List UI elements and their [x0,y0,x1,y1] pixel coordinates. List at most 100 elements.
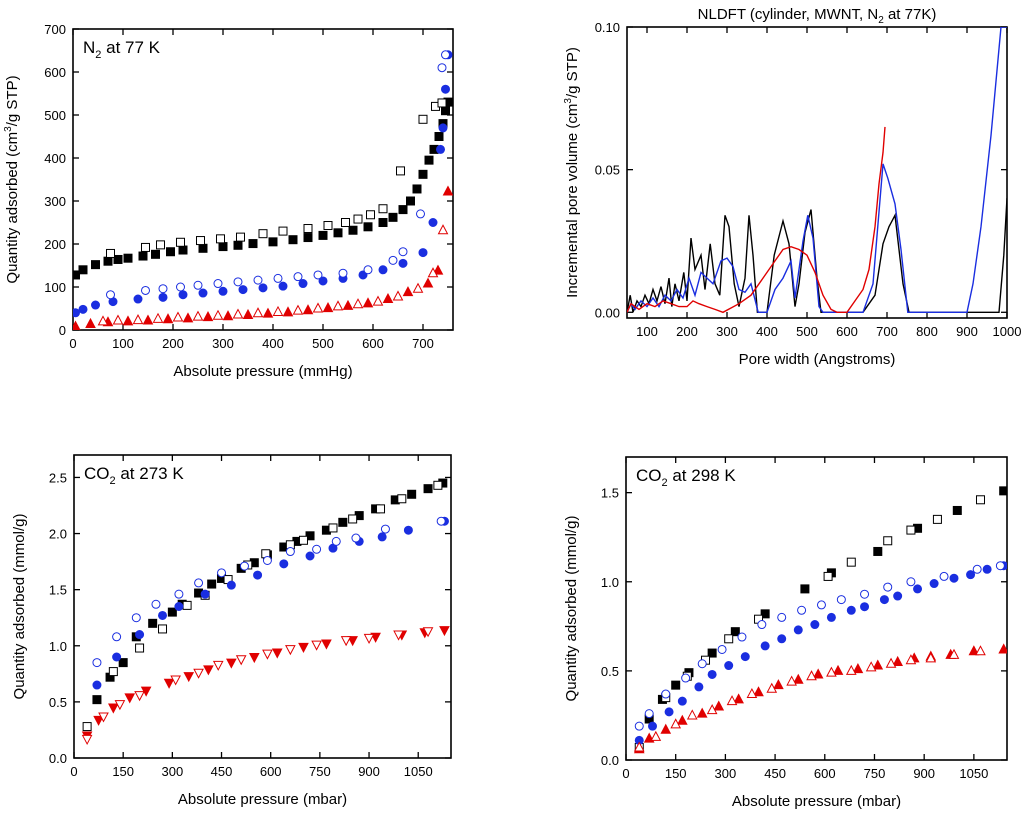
data-point-square [218,242,228,252]
series-5 [633,645,986,752]
data-point-triangle [122,315,134,326]
x-tick-label: 900 [913,766,935,781]
data-point-triangle [427,267,439,278]
data-point-triangle [832,664,844,675]
data-point-triangle [322,302,334,313]
y-tick-label: 0.5 [601,664,619,679]
data-point-circle [717,644,727,654]
data-point-square [846,557,856,567]
data-point-triangle [726,695,738,706]
data-point-circle [217,568,227,578]
plot-area [627,27,1007,314]
data-point-triangle [968,645,980,656]
data-point-triangle-down [93,715,104,726]
data-point-triangle [332,300,344,311]
data-point-circle [285,547,295,557]
data-point-triangle [142,314,154,325]
series-2 [634,561,1007,745]
data-point-square [148,618,158,628]
x-axis-label: Absolute pressure (mbar) [178,791,347,808]
data-point-circle [112,632,122,642]
data-point-triangle-down [422,627,434,638]
data-point-triangle [292,304,304,315]
data-point-circle [810,620,820,630]
data-point-circle [258,283,268,293]
data-point-circle [883,582,893,592]
data-point-triangle-down [298,642,309,653]
data-point-circle [253,570,263,580]
data-point-circle [193,280,203,290]
data-point-triangle [152,312,164,323]
data-point-circle [697,659,707,669]
data-point-triangle [402,286,414,297]
data-point-triangle [162,313,174,324]
x-tick-label: 400 [756,324,778,339]
data-point-triangle [766,682,778,693]
plot-frame [626,26,1008,319]
data-point-circle [939,571,949,581]
data-point-triangle [892,655,904,666]
data-point-triangle-down [124,693,136,704]
data-point-square [441,106,450,116]
data-point-triangle-down [193,668,204,679]
data-point-circle [777,612,787,622]
data-point-square [873,546,883,556]
data-point-circle [176,282,185,292]
chart-co2-298: 0 150 300 450 600 750 900 1050 0.0 0.5 1.0 1.5 Absol… [563,456,1008,810]
y-tick-label: 200 [44,237,66,252]
y-tick-label: 500 [44,108,66,123]
data-point-square [103,256,113,266]
data-point-circle [278,281,288,291]
data-point-circle [388,255,398,265]
data-point-triangle [97,315,109,326]
y-tick-label: 300 [44,194,66,209]
data-point-square [730,627,740,637]
data-point-circle [378,265,388,275]
y-tick-label: 0.05 [595,163,620,178]
chart-title: NLDFT (cylinder, MWNT, N2 at 77K) [698,6,937,26]
data-point-circle [78,304,88,314]
data-point-square [113,254,123,264]
data-point-circle [644,709,654,719]
data-point-circle [239,561,249,571]
data-point-circle [777,634,787,644]
data-point-circle [982,564,992,574]
data-point-circle [441,84,450,94]
data-point-triangle-down [203,665,214,676]
data-point-square [823,571,833,581]
data-point-circle [226,580,236,590]
y-tick-label: 700 [44,22,66,37]
data-point-triangle-down [226,658,237,669]
series-line [627,126,886,314]
x-axis-label: Absolute pressure (mmHg) [173,363,352,380]
data-point-circle [238,285,248,295]
plot-area [633,486,1007,754]
y-tick-label: 0.00 [595,305,620,320]
data-point-triangle [885,657,897,668]
data-point-triangle [753,686,764,697]
data-point-square [397,494,407,504]
data-point-square [724,634,734,644]
data-point-circle [648,721,658,731]
series-5 [97,224,449,326]
series-4 [73,185,453,330]
data-point-circle [338,268,348,278]
x-tick-label: 200 [676,324,698,339]
data-point-circle [194,578,204,588]
data-point-square [396,166,405,176]
data-point-triangle-down [262,649,273,660]
data-point-square [952,505,962,515]
x-tick-label: 750 [309,764,331,779]
y-tick-label: 0.0 [49,751,67,766]
data-point-triangle [948,648,960,659]
data-point-triangle-down [340,636,352,647]
data-point-square [233,240,243,250]
data-point-circle [664,707,674,717]
data-point-triangle [905,654,917,665]
data-point-triangle [342,299,354,310]
data-point-triangle-down [134,691,145,702]
data-point-circle [929,579,939,589]
data-point-square [412,184,422,194]
data-point-square [353,214,363,224]
data-point-triangle-down [439,626,450,637]
